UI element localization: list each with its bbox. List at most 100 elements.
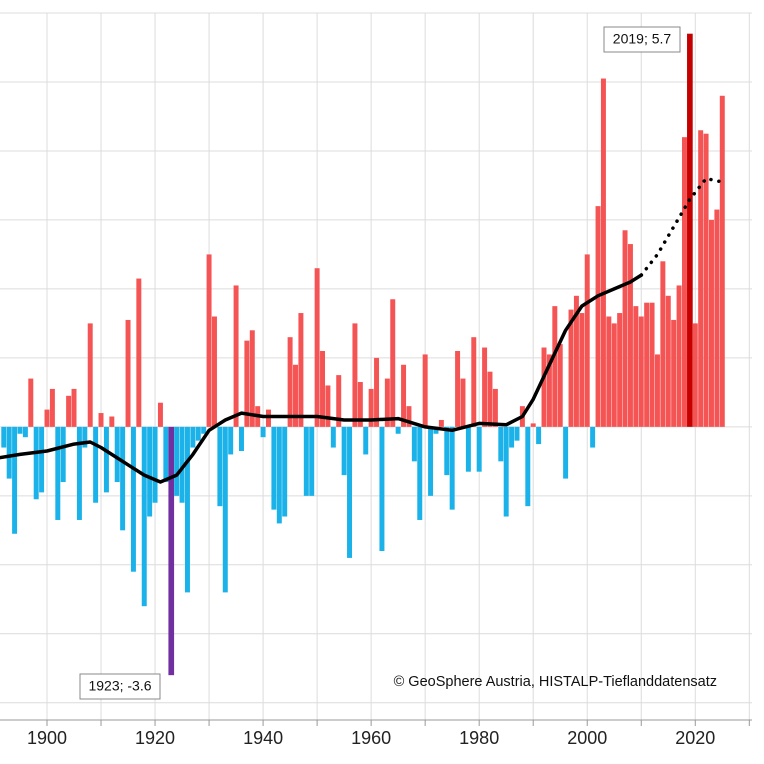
bar [395, 426, 401, 434]
bar [325, 385, 331, 427]
source: © GeoSphere Austria, HISTALP-Tieflanddat… [394, 674, 717, 690]
bar [417, 426, 423, 520]
bar [568, 309, 574, 427]
annotation-box [79, 673, 161, 700]
smoothed-line [639, 176, 725, 277]
lines [0, 176, 725, 484]
bar [633, 306, 639, 427]
x-tick-label: 1980 [459, 728, 499, 748]
bar [211, 316, 217, 427]
bar [698, 130, 704, 427]
bar [681, 137, 687, 427]
bar [401, 364, 407, 427]
bar [184, 426, 190, 593]
bar [649, 302, 655, 427]
bar [676, 285, 682, 427]
bar [114, 426, 120, 483]
bar [433, 426, 439, 434]
bar [136, 278, 142, 427]
bar [320, 350, 326, 427]
bar [644, 302, 650, 427]
bar [17, 426, 23, 434]
bar [514, 426, 520, 441]
bar [617, 313, 623, 427]
bar [374, 357, 380, 427]
bar [379, 426, 385, 552]
bar [93, 426, 99, 503]
bar [465, 426, 471, 472]
bar [33, 426, 39, 500]
bar [487, 371, 493, 427]
bar [352, 323, 358, 427]
bar [546, 354, 552, 427]
bar [363, 426, 369, 455]
bar [552, 306, 558, 427]
bar [654, 354, 660, 427]
bar [244, 340, 250, 427]
bar [579, 313, 585, 427]
bar [492, 388, 498, 427]
bar [471, 337, 477, 427]
bar [249, 330, 255, 427]
bar [422, 354, 428, 427]
bar [708, 219, 714, 427]
bar [1, 426, 7, 448]
bar [509, 426, 515, 448]
bar [157, 402, 163, 427]
x-tick-label: 2020 [675, 728, 715, 748]
bar [103, 426, 109, 493]
bar [638, 316, 644, 427]
bar [22, 426, 28, 438]
bar [222, 426, 228, 593]
bar [590, 426, 596, 448]
bar [60, 426, 66, 483]
bar [498, 426, 504, 462]
bar [411, 426, 417, 462]
bar [357, 382, 363, 427]
bar [179, 426, 185, 503]
bar [130, 426, 136, 572]
bar [125, 319, 131, 427]
bar [665, 295, 671, 427]
bar [303, 426, 309, 496]
bar [671, 319, 677, 427]
bar [336, 375, 342, 427]
bar [76, 426, 82, 520]
bar [39, 426, 45, 493]
bar [444, 426, 450, 476]
bar [12, 426, 18, 534]
bar [174, 426, 180, 496]
bar [152, 426, 158, 503]
x-tick-label: 1920 [135, 728, 175, 748]
bar [195, 426, 201, 441]
bar [6, 426, 12, 479]
bar [390, 299, 396, 427]
bar [384, 378, 390, 427]
bar [687, 33, 693, 427]
bar [525, 426, 531, 507]
bar [55, 426, 61, 520]
bar [271, 426, 277, 510]
bar [260, 426, 266, 438]
bar [141, 426, 147, 607]
bar [66, 395, 72, 427]
bars [1, 33, 725, 676]
bar [109, 416, 115, 427]
bar [719, 95, 725, 427]
x-tick-label: 1900 [27, 728, 67, 748]
bar [692, 323, 698, 427]
bar [584, 254, 590, 427]
x-tick-label: 1960 [351, 728, 391, 748]
bar [573, 295, 579, 427]
bar [282, 426, 288, 517]
bar [287, 337, 293, 427]
bar [201, 426, 207, 434]
bar [622, 230, 628, 427]
bar [293, 364, 298, 427]
bar [536, 426, 542, 445]
bar [87, 323, 93, 427]
bar [368, 388, 374, 427]
bar [482, 347, 488, 427]
bar [49, 388, 55, 427]
bar [314, 268, 320, 427]
